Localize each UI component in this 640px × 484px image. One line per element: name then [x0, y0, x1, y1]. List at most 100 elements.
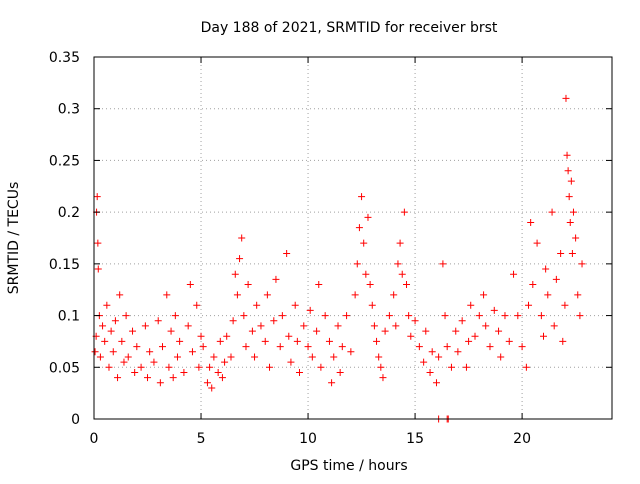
data-point-marker: [173, 353, 181, 361]
data-point-marker: [377, 363, 385, 371]
data-point-marker: [293, 337, 301, 345]
data-point-marker: [236, 255, 244, 263]
data-point-marker: [291, 301, 299, 309]
data-point-marker: [454, 348, 462, 356]
data-point-marker: [317, 363, 325, 371]
data-point-marker: [566, 218, 574, 226]
y-tick-label: 0.3: [58, 102, 80, 118]
y-tick-label: 0.35: [49, 50, 80, 66]
data-point-marker: [276, 343, 284, 351]
data-point-marker: [171, 312, 179, 320]
data-point-marker: [221, 358, 229, 366]
data-point-marker: [240, 312, 248, 320]
data-point-marker: [216, 337, 224, 345]
chart-title: Day 188 of 2021, SRMTID for receiver brs…: [201, 20, 498, 36]
data-point-marker: [165, 363, 173, 371]
data-point-marker: [392, 322, 400, 330]
data-point-marker: [482, 322, 490, 330]
data-point-marker: [107, 327, 115, 335]
data-point-marker: [537, 312, 545, 320]
data-point-marker: [227, 353, 235, 361]
data-point-marker: [233, 291, 241, 299]
data-point-marker: [522, 363, 530, 371]
data-point-marker: [510, 270, 518, 278]
data-point-marker: [400, 208, 408, 216]
data-point-marker: [527, 218, 535, 226]
data-point-marker: [358, 193, 366, 201]
data-point-marker: [156, 379, 164, 387]
data-point-marker: [158, 343, 166, 351]
data-point-marker: [150, 358, 158, 366]
data-point-marker: [283, 250, 291, 258]
y-axis-label: SRMTID / TECUs: [6, 182, 22, 295]
data-point-marker: [180, 368, 188, 376]
data-point-marker: [441, 312, 449, 320]
data-point-marker: [111, 317, 119, 325]
data-point-marker: [467, 301, 475, 309]
data-point-marker: [248, 327, 256, 335]
data-point-marker: [422, 327, 430, 335]
data-point-marker: [154, 317, 162, 325]
data-point-marker: [495, 327, 503, 335]
data-point-marker: [567, 177, 575, 185]
data-point-marker: [300, 322, 308, 330]
data-point-marker: [218, 374, 226, 382]
data-point-marker: [118, 337, 126, 345]
y-tick-label: 0.25: [49, 153, 80, 169]
data-point-marker: [514, 312, 522, 320]
data-point-marker: [544, 291, 552, 299]
data-point-marker: [304, 343, 312, 351]
data-point-marker: [497, 353, 505, 361]
data-point-marker: [308, 353, 316, 361]
data-point-marker: [420, 358, 428, 366]
data-point-marker: [315, 281, 323, 289]
data-point-marker: [263, 291, 271, 299]
data-point-marker: [565, 193, 573, 201]
data-point-marker: [368, 301, 376, 309]
data-point-marker: [550, 322, 558, 330]
data-point-marker: [562, 94, 570, 102]
data-point-marker: [105, 363, 113, 371]
data-point-marker: [94, 265, 102, 273]
y-tick-label: 0.2: [58, 205, 80, 221]
data-point-marker: [146, 348, 154, 356]
data-point-marker: [330, 353, 338, 361]
data-point-marker: [186, 281, 194, 289]
data-point-marker: [490, 306, 498, 314]
data-point-marker: [465, 337, 473, 345]
data-point-marker: [540, 332, 548, 340]
data-point-marker: [103, 301, 111, 309]
data-point-marker: [238, 234, 246, 242]
data-point-marker: [195, 363, 203, 371]
data-point-marker: [578, 260, 586, 268]
data-point-marker: [405, 312, 413, 320]
data-point-marker: [197, 332, 205, 340]
data-point-marker: [366, 281, 374, 289]
data-point-marker: [381, 327, 389, 335]
data-point-marker: [321, 312, 329, 320]
data-point-marker: [396, 239, 404, 247]
data-point-marker: [435, 353, 443, 361]
data-point-marker: [559, 337, 567, 345]
data-point-marker: [93, 193, 101, 201]
data-point-marker: [458, 317, 466, 325]
data-point-marker: [343, 312, 351, 320]
y-tick-label: 0.15: [49, 257, 80, 273]
data-point-marker: [206, 363, 214, 371]
data-point-marker: [141, 322, 149, 330]
data-point-marker: [569, 208, 577, 216]
data-point-marker: [452, 327, 460, 335]
data-point-marker: [564, 167, 572, 175]
grid-lines: [94, 57, 612, 419]
y-tick-label: 0.1: [58, 309, 80, 325]
data-point-marker: [184, 322, 192, 330]
data-point-marker: [257, 322, 265, 330]
data-point-marker: [533, 239, 541, 247]
data-point-marker: [124, 353, 132, 361]
data-point-marker: [101, 337, 109, 345]
data-point-marker: [428, 348, 436, 356]
data-point-marker: [210, 353, 218, 361]
data-point-marker: [439, 260, 447, 268]
data-point-marker: [334, 322, 342, 330]
